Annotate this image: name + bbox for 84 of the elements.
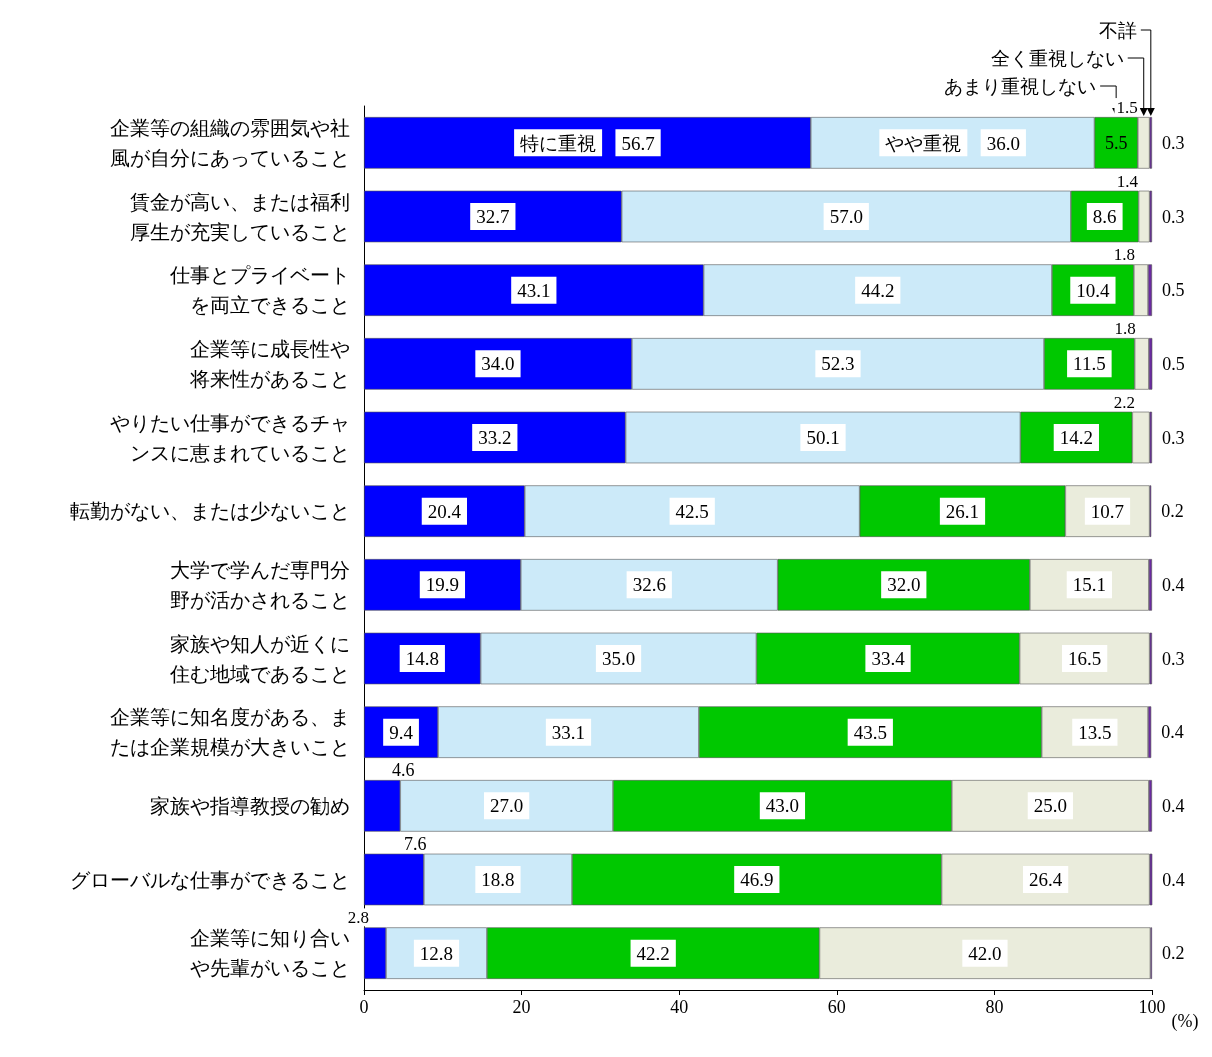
data-label: 43.5: [853, 721, 887, 743]
y-tick-label: 企業等に知り合いや先輩がいること: [190, 927, 350, 980]
data-label: 42.2: [636, 942, 670, 964]
data-label: 56.7: [621, 133, 655, 155]
data-label: 0.4: [1162, 795, 1185, 816]
data-label: 0.3: [1162, 427, 1185, 448]
data-label: 0.2: [1161, 501, 1184, 522]
data-label: 0.2: [1162, 943, 1185, 964]
y-tick-label: やりたい仕事ができるチャンスに恵まれていること: [110, 411, 350, 464]
data-label: 7.6: [403, 833, 427, 854]
data-label: 10.7: [1090, 500, 1125, 522]
data-label: 33.4: [871, 648, 906, 669]
data-label: 2.8: [347, 908, 370, 928]
data-label: 43.1: [517, 279, 551, 301]
data-label: 25.0: [1033, 795, 1067, 817]
x-tick-label: 20: [512, 997, 531, 1017]
y-tick-label: 家族や指導教授の勧め: [150, 794, 350, 817]
y-tick-label: 大学で学んだ専門分野が活かされること: [170, 558, 350, 611]
data-label: 19.9: [425, 574, 460, 596]
text: 不詳: [1098, 19, 1137, 41]
data-label: 50.1: [806, 427, 840, 448]
data-label: 16.5: [1068, 648, 1102, 669]
x-tick-label: 60: [827, 997, 846, 1017]
data-label: 14.8: [405, 648, 439, 669]
data-label: 32.0: [887, 574, 921, 596]
data-label: 10.4: [1076, 279, 1111, 301]
data-label: 15.1: [1072, 574, 1106, 596]
x-tick-label: 0: [359, 997, 369, 1017]
data-label: 2.2: [1113, 392, 1135, 412]
data-label: 9.4: [389, 721, 414, 743]
x-tick-label: 100: [1138, 997, 1166, 1017]
data-label: 1.5: [1116, 98, 1138, 118]
text: 全く重視しない: [990, 47, 1124, 69]
data-label: 0.3: [1162, 206, 1185, 227]
data-label: 0.3: [1162, 648, 1185, 669]
data-label: 33.1: [551, 721, 586, 743]
data-label: 32.7: [476, 206, 510, 227]
data-label: 0.4: [1162, 574, 1185, 595]
data-label: 18.8: [481, 869, 515, 890]
data-label: 14.2: [1059, 427, 1093, 448]
data-label: 12.8: [419, 942, 454, 964]
data-label: 36.0: [986, 133, 1020, 155]
data-label: 26.4: [1028, 869, 1063, 890]
y-tick-label: 仕事とプライベートを両立できること: [169, 264, 350, 317]
data-label: 32.6: [632, 574, 666, 596]
x-tick-label: 80: [985, 997, 1004, 1017]
series-label: 特に重視: [520, 133, 597, 155]
data-label: 0.4: [1161, 722, 1184, 743]
series-label: あまり重視しない: [944, 75, 1097, 97]
data-label: 27.0: [490, 795, 524, 817]
data-label: 13.5: [1078, 721, 1112, 743]
data-label: 8.6: [1092, 206, 1117, 227]
data-label: 35.0: [601, 648, 636, 669]
data-label: 26.1: [945, 500, 980, 522]
y-tick-label: 転勤がない、または少ないこと: [70, 500, 350, 523]
y-tick-label: 企業等に成長性や将来性があること: [189, 337, 350, 390]
data-label: 1.8: [1113, 245, 1135, 265]
data-label: 0.3: [1162, 132, 1185, 153]
data-label: 1.4: [1116, 171, 1139, 191]
data-label: 4.6: [392, 760, 415, 781]
y-tick-label: 賃金が高い、または福利厚生が充実していること: [130, 190, 350, 243]
y-tick-label: 企業等に知名度がある、または企業規模が大きいこと: [110, 706, 350, 759]
x-axis-title: (%): [1171, 1011, 1199, 1032]
data-label: 52.3: [821, 353, 855, 375]
y-tick-label: 企業等の組織の雰囲気や社風が自分にあっていること: [110, 116, 350, 169]
data-label: 34.0: [481, 353, 515, 375]
data-label: 57.0: [829, 206, 863, 227]
data-label: 46.9: [740, 869, 774, 890]
y-tick-label: グローバルな仕事ができること: [70, 868, 350, 891]
data-label: 20.4: [427, 500, 462, 522]
series-label: やや重視: [885, 133, 962, 155]
data-label: 0.5: [1162, 353, 1185, 374]
data-label: 11.5: [1073, 353, 1106, 375]
y-tick-label: 家族や知人が近くに住む地域であること: [169, 632, 350, 685]
data-label: 42.5: [675, 500, 709, 522]
data-label: 1.8: [1114, 319, 1136, 339]
data-label: 43.0: [765, 795, 800, 817]
data-label: 5.5: [1104, 132, 1128, 153]
data-label: 44.2: [861, 279, 895, 301]
x-tick-label: 40: [670, 997, 689, 1017]
data-label: 0.5: [1162, 280, 1185, 301]
data-label: 33.2: [478, 427, 512, 448]
data-label: 0.4: [1162, 869, 1185, 890]
data-label: 42.0: [968, 942, 1002, 964]
